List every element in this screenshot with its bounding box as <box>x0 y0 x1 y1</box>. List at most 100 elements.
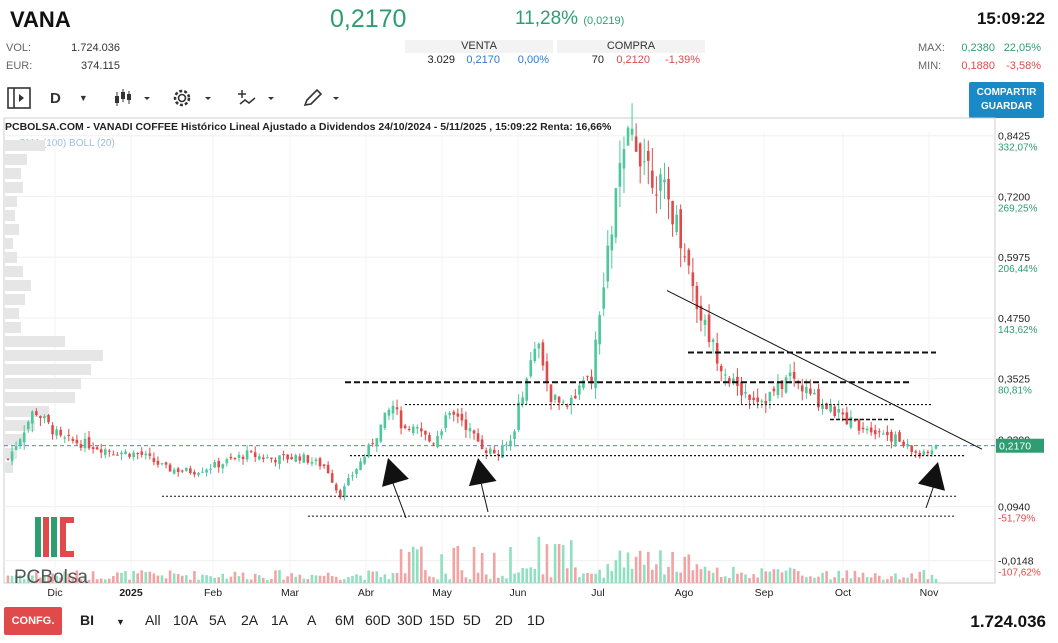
volume-bar <box>894 573 897 583</box>
candle-body <box>728 378 731 384</box>
volume-bar <box>395 572 399 583</box>
volume-bar <box>322 575 326 583</box>
gear-icon[interactable] <box>170 85 216 111</box>
sell-qty: 3.029 <box>427 54 455 66</box>
candle-body <box>732 378 735 384</box>
volume-bar <box>444 573 447 583</box>
timeframe-60d[interactable]: 60D <box>365 612 391 628</box>
volume-bar <box>659 550 662 583</box>
candle-body <box>448 412 452 416</box>
candle-body <box>780 380 784 389</box>
timeframe-6m[interactable]: 6M <box>335 612 355 628</box>
y-tick-label: 0,4750 <box>998 313 1030 325</box>
volume-bar <box>47 575 50 583</box>
volume-bar <box>14 575 18 583</box>
volume-bar <box>103 579 107 583</box>
candle-body <box>829 403 832 412</box>
volume-profile-bar <box>5 462 13 473</box>
drawing-tools-icon[interactable] <box>236 85 282 111</box>
volume-bar <box>185 575 188 583</box>
volume-bar <box>448 579 452 583</box>
timeframe-a[interactable]: A <box>307 612 317 628</box>
volume-bar <box>18 575 22 583</box>
candle-body <box>31 411 34 424</box>
volume-bar <box>464 577 468 583</box>
candle-body <box>172 469 176 474</box>
volume-bar <box>525 568 529 583</box>
volume-bar <box>728 578 731 583</box>
candle-body <box>424 430 427 435</box>
timeframe-2d[interactable]: 2D <box>495 612 513 628</box>
volume-bar <box>253 573 257 583</box>
volume-bar <box>545 544 549 583</box>
candle-body <box>752 397 755 401</box>
volume-bar <box>574 567 577 583</box>
candle-body <box>112 454 115 456</box>
candle-body <box>193 471 196 475</box>
candle-body <box>610 234 614 251</box>
volume-bar <box>310 574 314 583</box>
candle-body <box>103 449 107 456</box>
candle-body <box>440 431 443 436</box>
candle-body <box>651 170 654 188</box>
candle-body <box>902 441 905 447</box>
share-save-button[interactable]: COMPARTIR GUARDAR <box>969 82 1044 118</box>
timeframe-10a[interactable]: 10A <box>173 612 198 628</box>
timeframe-2a[interactable]: 2A <box>241 612 259 628</box>
volume-bar <box>440 554 443 583</box>
candle-body <box>274 459 277 463</box>
volume-bar <box>132 570 135 583</box>
volume-bar <box>699 569 703 583</box>
timeframe-5a[interactable]: 5A <box>209 612 227 628</box>
x-tick-label: Feb <box>204 587 222 599</box>
volume-bar <box>217 577 221 583</box>
panel-toggle-icon[interactable] <box>6 85 32 111</box>
volume-bar <box>614 560 618 583</box>
timeframe-5d[interactable]: 5D <box>463 612 481 628</box>
timeframe-30d[interactable]: 30D <box>397 612 423 628</box>
pencil-icon[interactable] <box>302 85 346 111</box>
candle-body <box>533 348 537 362</box>
volume-bar <box>318 575 322 583</box>
mode-select[interactable]: BI ▼ <box>80 612 125 628</box>
candle-body <box>537 343 541 349</box>
volume-bar <box>164 578 168 583</box>
volume-bar <box>646 551 650 583</box>
candle-body <box>197 473 200 475</box>
indicator-legend[interactable]: SMA (100) BOLL (20) <box>19 138 115 149</box>
volume-bar <box>160 575 164 583</box>
candle-body <box>456 413 460 417</box>
timeframe-1d[interactable]: 1D <box>527 612 545 628</box>
timeframe-all[interactable]: All <box>145 612 161 628</box>
candle-body <box>817 388 820 408</box>
volume-bar <box>456 545 460 583</box>
period-select[interactable]: D ▼ <box>50 85 88 111</box>
candle-body <box>505 444 508 446</box>
volume-bar <box>144 572 148 583</box>
timeframe-1a[interactable]: 1A <box>271 612 289 628</box>
candle-body <box>266 457 269 459</box>
candle-body <box>347 478 350 486</box>
candle-body <box>590 376 593 384</box>
config-button[interactable]: CONFG. <box>4 607 62 635</box>
candle-body <box>436 435 439 447</box>
candle-body <box>707 314 711 342</box>
volume-bar <box>590 573 593 583</box>
volume-bar <box>861 572 865 583</box>
candle-body <box>679 209 682 249</box>
x-tick-label: 2025 <box>119 587 143 599</box>
candle-body <box>298 456 302 461</box>
volume-profile-bar <box>5 210 15 221</box>
timeframe-15d[interactable]: 15D <box>429 612 455 628</box>
candlestick-icon[interactable] <box>113 85 157 111</box>
candle-body <box>221 464 225 469</box>
candle-body <box>290 457 293 460</box>
eur-label: EUR: <box>6 60 33 72</box>
candle-body <box>606 245 610 282</box>
candle-body <box>395 407 399 410</box>
volume-profile-bar <box>5 154 27 165</box>
volume-bar <box>270 579 273 583</box>
volume-bar <box>189 579 192 583</box>
volume-bar <box>934 578 938 583</box>
